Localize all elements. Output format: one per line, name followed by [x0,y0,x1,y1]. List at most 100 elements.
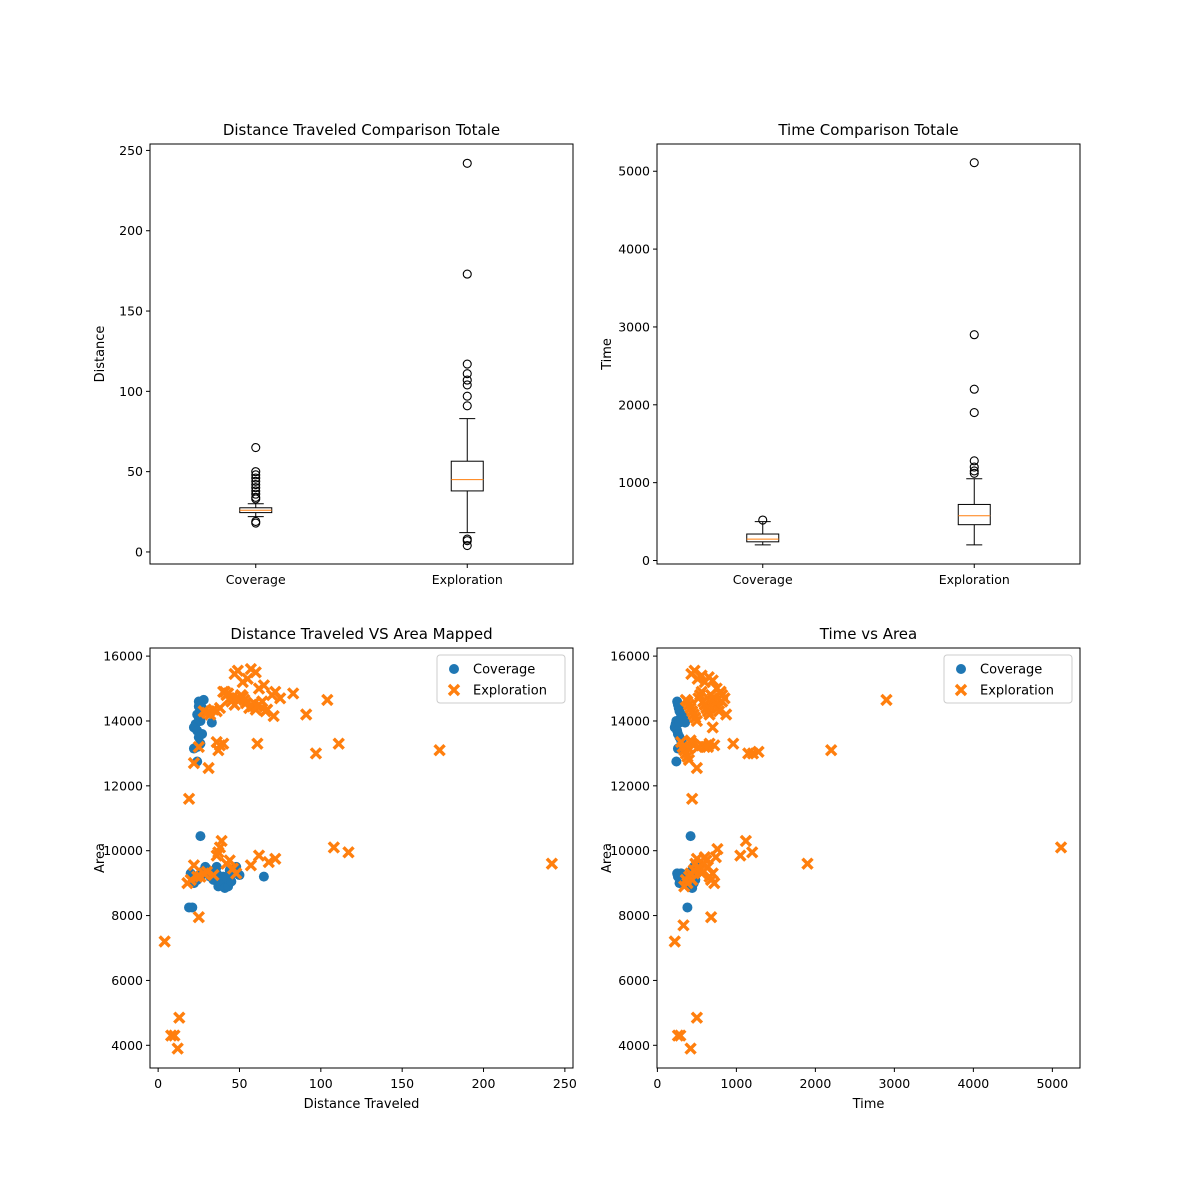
x-tick-label: Exploration [432,572,503,587]
scatter-point [210,849,223,862]
legend-marker [956,664,966,674]
scatter-point [207,868,220,882]
scatter-point [690,761,704,775]
outlier [251,489,261,499]
chart-title: Distance Traveled VS Area Mapped [230,625,492,643]
y-tick-label: 16000 [103,649,143,664]
scatter-point [327,841,341,854]
chart-title: Time Comparison Totale [777,121,958,139]
scatter-point [251,700,264,713]
outlier [251,467,261,477]
legend-marker [447,683,461,697]
y-tick-label: 0 [642,553,650,568]
scatter-point [706,867,719,880]
scatter-point [238,693,251,707]
y-tick-label: 8000 [618,908,650,923]
time-scatter-chart: Time vs Area4000600080001000012000140001… [600,625,1081,1112]
outlier [758,515,768,525]
axes-frame [149,143,574,565]
outlier [462,380,472,390]
outlier [969,330,979,340]
scatter-point [727,737,740,750]
axes-frame [149,647,574,1069]
y-tick-label: 14000 [610,713,650,728]
legend: Coverage Exploration [943,654,1073,704]
x-tick-label: 5000 [1036,1076,1068,1091]
scatter-point [187,902,198,913]
scatter-point [342,846,355,859]
box-body [450,460,484,492]
scatter-point [257,679,271,692]
axes-frame [656,647,1081,1069]
box-exploration [957,158,991,546]
scatter-point [671,756,682,767]
outlier [462,269,472,279]
x-tick-label: 3000 [878,1076,910,1091]
scatter-point [433,743,446,757]
y-tick-label: 4000 [111,1038,143,1053]
scatter-point [712,705,726,718]
x-axis-label: Time [852,1097,885,1112]
dist-scatter-chart: Distance Traveled VS Area Mapped 4000 6000… [93,625,577,1112]
scatter-point [286,687,300,700]
scatter-point [695,685,708,698]
scatter-point [267,709,280,723]
x-tick-label: 250 [553,1076,577,1091]
scatter-point [739,834,753,848]
outlier [969,466,979,476]
scatter-point [706,674,719,687]
scatter-point [262,855,275,869]
scatter-point [746,747,760,760]
series-exploration [668,664,1068,1055]
scatter-point [715,695,729,708]
y-tick-label: 50 [127,464,143,479]
box-exploration [450,158,484,551]
legend-label: Exploration [473,684,547,699]
scatter-point [184,873,197,887]
scatter-point [212,743,225,757]
outlier [251,473,261,483]
scatter-point [674,1029,687,1042]
scatter-point [251,737,264,750]
scatter-point [708,876,721,890]
scatter-point [164,1029,178,1042]
dist-box-chart: Distance Traveled Comparison Totale 0 50 10… [93,121,574,587]
chart-title: Distance Traveled Comparison Totale [223,121,500,139]
y-tick-label: 12000 [103,778,143,793]
outlier [969,456,979,466]
outlier [462,359,472,369]
box-body [957,503,991,526]
outlier [251,483,261,493]
y-tick-label: 16000 [610,649,650,664]
outlier [251,476,261,486]
axes-frame [656,143,1081,565]
scatter-point [685,873,699,887]
scatter-point [801,857,814,870]
y-tick-label: 6000 [111,973,143,988]
x-tick-label: 100 [309,1076,333,1091]
scatter-point [677,919,690,932]
y-tick-label: 0 [135,544,143,559]
legend-marker [954,683,968,697]
scatter-point [734,849,747,862]
scatter-point [252,849,266,862]
y-tick-label: 6000 [618,973,650,988]
x-axis-label: Distance Traveled [304,1097,420,1112]
legend-label: Coverage [980,663,1042,678]
y-tick-label: 150 [119,304,143,319]
scatter-point [158,935,171,948]
outlier [251,470,261,480]
scatter-point [711,842,724,856]
scatter-point [708,739,721,752]
outlier [251,516,261,526]
scatter-point [824,743,838,757]
scatter-point [685,831,696,842]
y-tick-label: 100 [119,384,143,399]
y-tick-label: 250 [119,143,143,158]
time-box-chart: Time Comparison Totale 0 1000 2000 3000 4000 5… [600,121,1081,587]
outlier [462,540,472,551]
scatter-point [273,692,287,705]
y-tick-label: 10000 [610,843,650,858]
scatter-point [682,742,696,755]
